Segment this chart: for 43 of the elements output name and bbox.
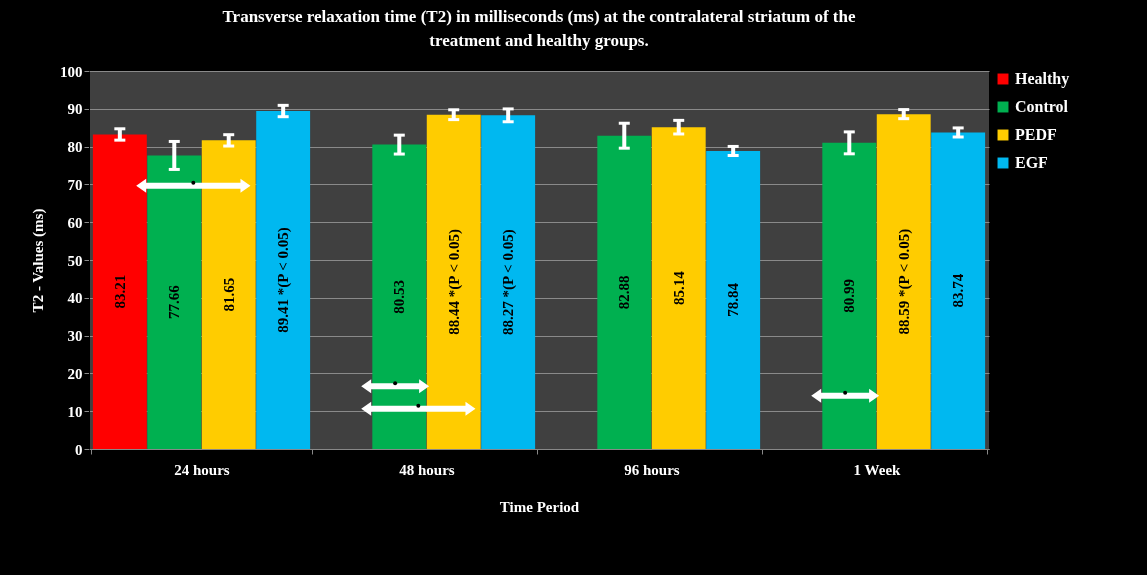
y-tick-label: 100	[60, 63, 83, 80]
legend-label: EGF	[1015, 154, 1049, 171]
data-label: 88.27 *(P < 0.05)	[500, 229, 518, 335]
y-tick-label: 0	[75, 441, 83, 458]
x-tick-label: 96 hours	[624, 461, 680, 478]
bar	[92, 134, 147, 449]
legend-label: Healthy	[1015, 70, 1070, 88]
data-label: 89.41 *(P < 0.05)	[275, 227, 293, 333]
y-axis-title: T2 - Values (ms)	[30, 208, 47, 313]
y-tick-label: 10	[67, 403, 83, 420]
legend-label: PEDF	[1015, 126, 1057, 143]
y-tick-label: 90	[67, 101, 83, 118]
bar	[931, 132, 986, 449]
y-tick-label: 30	[67, 328, 83, 345]
data-label: 85.14	[670, 270, 687, 305]
x-tick-label: 24 hours	[174, 461, 230, 478]
bar	[256, 111, 311, 449]
data-label: 88.59 *(P < 0.05)	[895, 228, 913, 335]
x-tick-label: 48 hours	[399, 461, 455, 478]
bar	[876, 114, 931, 449]
bar	[597, 135, 652, 449]
y-tick-label: 80	[67, 139, 83, 156]
y-tick-label: 50	[67, 252, 83, 269]
data-label: 80.53	[391, 279, 408, 314]
chart-title: Transverse relaxation time (T2) in milliseconds (ms) at the contralateral striatum of the treatment and healthy groups.	[222, 7, 856, 50]
bar	[481, 115, 536, 449]
x-tick-label: 1 Week	[853, 461, 902, 478]
data-label: 78.84	[725, 282, 742, 317]
bar	[651, 127, 706, 449]
data-label: 83.21	[111, 274, 128, 309]
data-label: 80.99	[841, 279, 858, 313]
data-label: 83.74	[950, 273, 967, 308]
y-tick-label: 40	[67, 290, 83, 307]
y-tick-label: 70	[67, 176, 83, 193]
bar	[706, 150, 761, 449]
legend-label: Control	[1015, 98, 1069, 115]
y-tick-label: 20	[67, 365, 83, 382]
x-axis-title: Time Period	[499, 498, 580, 515]
data-label: 82.88	[616, 275, 633, 310]
y-tick-label: 60	[67, 214, 83, 231]
data-label: 81.65	[220, 277, 237, 312]
data-label: 88.44 *(P < 0.05)	[445, 229, 463, 335]
data-label: 77.66	[166, 284, 183, 320]
